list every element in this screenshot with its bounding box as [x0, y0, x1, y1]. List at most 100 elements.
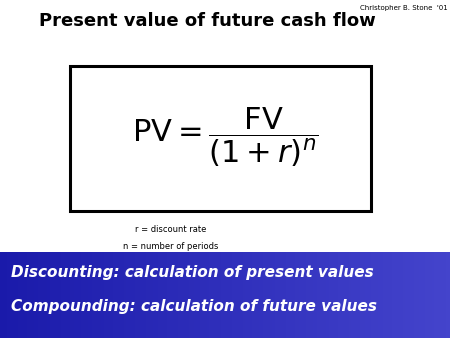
Bar [43, 252, 45, 338]
Bar [288, 252, 290, 338]
Bar [146, 252, 148, 338]
Bar [236, 252, 238, 338]
Bar [115, 252, 117, 338]
Bar [428, 252, 430, 338]
Bar [290, 252, 292, 338]
Bar [65, 252, 68, 338]
Bar [144, 252, 146, 338]
Bar [441, 252, 443, 338]
Bar [182, 252, 184, 338]
Bar [356, 252, 358, 338]
Bar [160, 252, 162, 338]
Bar [302, 252, 304, 338]
Bar [0, 252, 2, 338]
Bar [308, 252, 310, 338]
Bar [322, 252, 324, 338]
Bar [270, 252, 272, 338]
Bar [27, 252, 29, 338]
Bar [29, 252, 32, 338]
Bar [180, 252, 182, 338]
Text: Christopher B. Stone  '01: Christopher B. Stone '01 [360, 5, 448, 11]
Bar [171, 252, 173, 338]
Bar [198, 252, 200, 338]
Bar [68, 252, 70, 338]
Bar [367, 252, 369, 338]
Bar [263, 252, 266, 338]
Bar [364, 252, 367, 338]
Bar [362, 252, 364, 338]
Bar [344, 252, 346, 338]
Bar [94, 252, 97, 338]
Bar [405, 252, 407, 338]
Bar [268, 252, 270, 338]
Bar [58, 252, 61, 338]
Bar [382, 252, 385, 338]
Bar [436, 252, 439, 338]
Bar [252, 252, 254, 338]
Bar [412, 252, 414, 338]
Bar [385, 252, 387, 338]
Bar [130, 252, 133, 338]
Bar [425, 252, 428, 338]
Bar [335, 252, 338, 338]
Bar [432, 252, 434, 338]
Bar [90, 252, 92, 338]
Bar [430, 252, 432, 338]
Bar [324, 252, 326, 338]
Bar [164, 252, 166, 338]
Bar [86, 252, 88, 338]
Bar [135, 252, 137, 338]
Bar [371, 252, 374, 338]
Bar [392, 252, 394, 338]
Bar [88, 252, 90, 338]
Bar [117, 252, 119, 338]
Bar [108, 252, 110, 338]
Bar [279, 252, 281, 338]
Bar [34, 252, 36, 338]
Bar [351, 252, 353, 338]
Bar [92, 252, 94, 338]
Bar [446, 252, 448, 338]
Text: Discounting: calculation of present values: Discounting: calculation of present valu… [11, 265, 374, 280]
Bar [353, 252, 356, 338]
Bar [342, 252, 344, 338]
Bar [155, 252, 158, 338]
Bar [225, 252, 227, 338]
Bar [369, 252, 371, 338]
Bar [313, 252, 315, 338]
Bar [2, 252, 4, 338]
Bar [261, 252, 263, 338]
Bar [234, 252, 236, 338]
Bar [304, 252, 306, 338]
Bar [110, 252, 112, 338]
Bar [151, 252, 153, 338]
Bar [196, 252, 198, 338]
Bar [158, 252, 160, 338]
Bar [374, 252, 376, 338]
Bar [124, 252, 126, 338]
Bar [223, 252, 225, 338]
Bar [104, 252, 106, 338]
Bar [200, 252, 202, 338]
Bar [248, 252, 250, 338]
Bar [315, 252, 317, 338]
Bar [79, 252, 81, 338]
Bar [72, 252, 74, 338]
Bar [418, 252, 421, 338]
Bar [61, 252, 63, 338]
Bar [36, 252, 38, 338]
Bar [212, 252, 214, 338]
Text: r = discount rate: r = discount rate [135, 225, 207, 234]
Bar [140, 252, 142, 338]
Bar [133, 252, 135, 338]
Bar [380, 252, 382, 338]
Bar [112, 252, 115, 338]
Bar [97, 252, 99, 338]
Bar [272, 252, 274, 338]
Bar [166, 252, 169, 338]
Bar [25, 252, 27, 338]
Bar [38, 252, 40, 338]
Bar [22, 252, 25, 338]
Bar [63, 252, 65, 338]
Bar [310, 252, 313, 338]
